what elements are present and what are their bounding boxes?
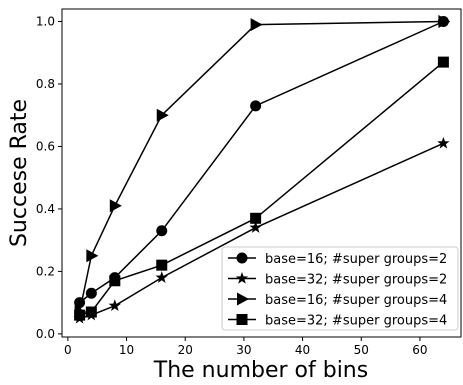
legend-marker bbox=[236, 252, 248, 264]
data-point bbox=[109, 275, 121, 287]
data-point bbox=[156, 108, 169, 122]
y-tick-label: 0.2 bbox=[36, 264, 55, 278]
data-point bbox=[74, 309, 86, 321]
series-4 bbox=[74, 56, 449, 321]
data-point bbox=[250, 18, 263, 32]
data-point bbox=[156, 259, 168, 271]
ticks-layer: 0 10 20 30 40 50 60 0.0 0.2 0.4 0.6 0.8 1.0 bbox=[36, 14, 428, 357]
legend-entry-4: base=32; #super groups=4 bbox=[228, 314, 447, 329]
data-point bbox=[109, 199, 122, 213]
data-point bbox=[108, 299, 121, 312]
y-tick-label: 0.0 bbox=[36, 327, 55, 341]
legend-box bbox=[221, 246, 459, 331]
y-tick-label: 0.6 bbox=[36, 139, 55, 153]
y-axis-label: Succese Rate bbox=[7, 99, 32, 247]
x-tick-label: 40 bbox=[295, 343, 310, 357]
data-point bbox=[155, 271, 168, 283]
data-point bbox=[86, 249, 99, 263]
data-point bbox=[85, 306, 97, 318]
x-tick-label: 30 bbox=[236, 343, 251, 357]
legend: base=16; #super groups=2 base=32; #super … bbox=[221, 246, 459, 331]
legend-entries: base=16; #super groups=2 base=32; #super … bbox=[228, 252, 447, 329]
legend-label: base=16; #super groups=2 bbox=[265, 252, 447, 267]
data-point bbox=[249, 221, 262, 233]
y-tick-label: 0.4 bbox=[36, 202, 55, 216]
legend-entry-3: base=16; #super groups=4 bbox=[228, 292, 447, 308]
data-point bbox=[250, 100, 262, 112]
series-line bbox=[78, 20, 444, 313]
legend-label: base=32; #super groups=4 bbox=[265, 314, 447, 329]
data-point bbox=[437, 136, 450, 149]
legend-marker bbox=[237, 292, 249, 306]
data-point bbox=[156, 225, 168, 237]
y-tick-label: 1.0 bbox=[36, 14, 55, 28]
legend-marker bbox=[235, 272, 249, 284]
legend-entry-2: base=32; #super groups=2 bbox=[228, 272, 447, 288]
legend-entry-1: base=16; #super groups=2 bbox=[228, 252, 447, 267]
legend-label: base=16; #super groups=4 bbox=[265, 293, 447, 308]
x-tick-label: 50 bbox=[354, 343, 369, 357]
x-tick-label: 60 bbox=[412, 343, 427, 357]
plot-frame bbox=[61, 8, 462, 338]
series-layer bbox=[73, 14, 451, 324]
data-point bbox=[85, 287, 97, 299]
y-tick-label: 0.8 bbox=[36, 77, 55, 91]
data-point bbox=[438, 14, 451, 28]
legend-marker bbox=[236, 314, 248, 325]
x-tick-label: 20 bbox=[178, 343, 193, 357]
x-axis-label: The number of bins bbox=[153, 358, 368, 381]
x-tick-label: 10 bbox=[119, 343, 134, 357]
data-point bbox=[437, 56, 449, 68]
series-3 bbox=[74, 14, 451, 319]
x-tick-label: 0 bbox=[64, 343, 72, 357]
legend-label: base=32; #super groups=2 bbox=[265, 273, 447, 288]
data-point bbox=[250, 212, 262, 224]
